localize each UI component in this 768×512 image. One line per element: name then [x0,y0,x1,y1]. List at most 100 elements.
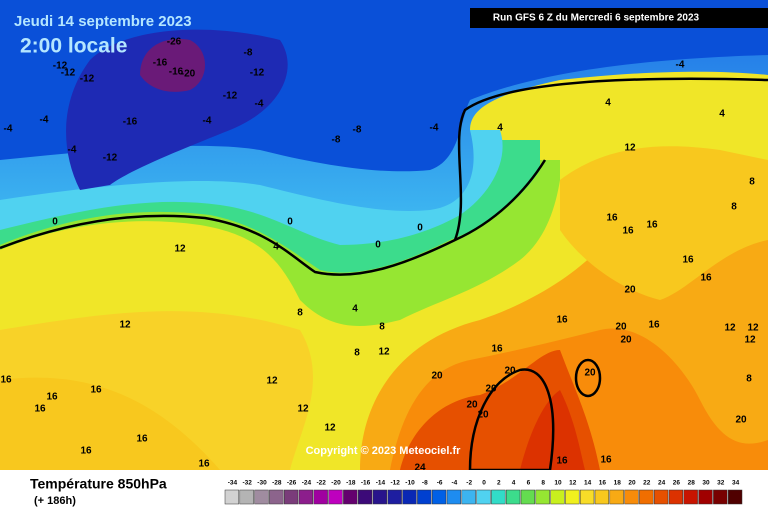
contour-label: 12 [747,323,759,334]
legend-label: 12 [569,480,577,487]
legend-swatch [269,489,284,505]
contour-label: -4 [4,124,13,135]
contour-label: -8 [353,125,362,136]
contour-label: 20 [431,371,443,382]
legend-swatch [594,489,610,505]
legend-swatch [624,489,639,505]
legend-swatch [491,489,506,505]
legend-label: 2 [497,480,501,487]
contour-label: 20 [624,285,636,296]
legend-swatch [520,489,536,505]
legend-label: -8 [422,480,428,487]
contour-label: 16 [136,434,148,445]
contour-label: -12 [61,68,76,79]
contour-label: 8 [297,308,303,319]
contour-label: 12 [624,143,636,154]
legend-swatch [668,489,684,505]
legend-swatch [431,489,447,505]
contour-label: 16 [646,220,658,231]
legend-label: -2 [466,480,472,487]
contour-label: 12 [297,404,309,415]
contour-label: 16 [46,392,58,403]
contour-label: 12 [744,335,756,346]
legend-swatch [653,489,669,505]
contour-label: 20 [485,384,497,395]
legend-swatch [298,489,314,505]
contour-label: 4 [273,242,279,253]
contour-label: 16 [34,404,46,415]
contour-label: 12 [724,323,736,334]
legend-label: 14 [584,480,592,487]
contour-label: 8 [746,374,752,385]
contour-label: 16 [556,456,568,467]
contour-label: -12 [223,91,238,102]
contour-label: -12 [80,74,95,85]
contour-label: 12 [266,376,278,387]
contour-label: 16 [556,315,568,326]
legend-label: -28 [272,480,282,487]
contour-label: 20 [735,415,747,426]
legend-swatch [387,489,402,505]
legend-swatch [446,489,462,505]
legend-swatch [579,489,595,505]
legend-label: -14 [376,480,386,487]
contour-label: 4 [497,123,503,134]
legend-swatch [417,489,432,505]
legend-swatch [476,489,491,505]
legend-label: -30 [257,480,267,487]
contour-label: -4 [203,116,212,127]
legend-label: 18 [614,480,622,487]
contour-label: 16 [80,446,92,457]
time: 2:00 locale [20,35,127,58]
legend-swatch [713,489,728,505]
contour-label: -12 [53,61,68,72]
legend-swatch [224,489,240,505]
legend-swatch [609,489,624,505]
contour-label: 4 [719,109,725,120]
contour-label: -4 [430,123,439,134]
legend-label: -32 [242,480,252,487]
legend-label: -16 [361,480,371,487]
footer-subtitle: (+ 186h) [34,495,76,507]
contour-label: 16 [198,459,210,470]
copyright: Copyright © 2023 Meteociel.fr [306,445,462,457]
legend-swatch [402,489,417,505]
contour-label: -4 [40,115,49,126]
legend-label: 24 [658,480,666,487]
contour-label: 24 [414,463,426,474]
contour-label: 16 [700,273,712,284]
legend-swatch [372,489,388,505]
contour-label: 0 [375,240,381,251]
legend-label: 4 [512,480,516,487]
legend-swatch [565,489,580,505]
contour-label: -16 [169,67,184,78]
footer-title: Température 850hPa [30,476,167,492]
legend: -34 -32 -30 -28 -26 -24 -22 -20 -18 -16 -14 -12 -10-… [224,480,743,505]
temperature-field [0,0,768,472]
legend-swatch [328,489,343,505]
contour-label: 4 [352,304,358,315]
contour-label: 8 [379,322,385,333]
legend-label: 0 [482,480,486,487]
contour-label: -16 [123,117,138,128]
contour-label: 16 [600,455,612,466]
contour-label: 0 [417,223,423,234]
contour-label: -4 [68,145,77,156]
contour-label: -8 [244,48,253,59]
legend-label: -20 [331,480,341,487]
contour-label: 12 [324,423,336,434]
legend-swatch [239,489,254,505]
contour-label: -16 [153,58,168,69]
contour-label: 20 [504,366,516,377]
contour-label: 20 [466,400,478,411]
contour-label: -12 [250,68,265,79]
legend-swatch [461,489,476,505]
legend-label: 6 [527,480,531,487]
contour-label: 0 [287,217,293,228]
legend-swatch [343,489,358,505]
contour-label: 16 [606,213,618,224]
legend-label: -4 [452,480,458,487]
legend-label: 32 [717,480,725,487]
